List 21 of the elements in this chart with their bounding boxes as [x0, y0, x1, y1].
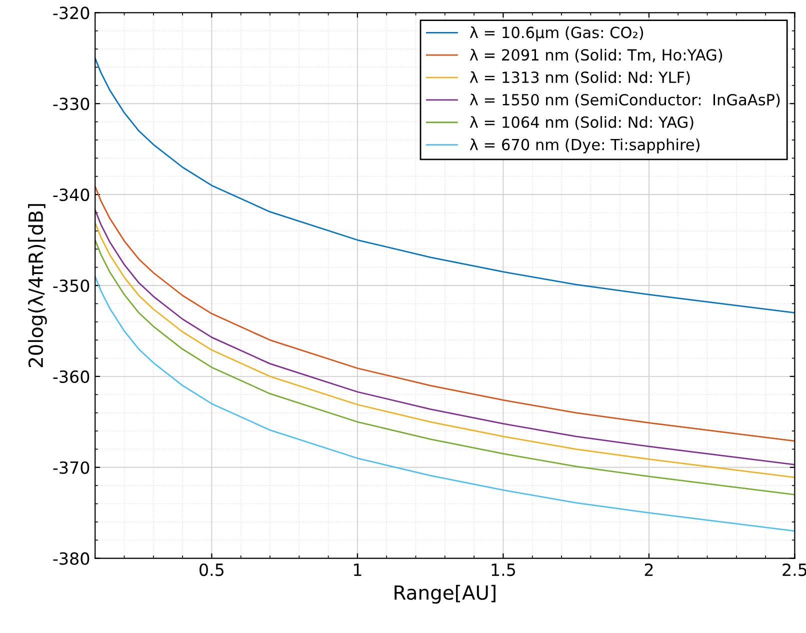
legend-label: λ = 1064 nm (Solid: Nd: YAG)	[470, 116, 694, 130]
y-tick-label: -320	[53, 6, 90, 20]
y-axis-title: 20log(λ/4πR)[dB]	[28, 204, 47, 368]
y-tick-label: -380	[53, 552, 90, 565]
line-series	[95, 276, 795, 532]
x-tick-label: 1.5	[492, 564, 516, 576]
y-tick-label: -370	[53, 461, 90, 474]
y-tick-label: -350	[53, 279, 90, 292]
legend-label: λ = 670 nm (Dye: Ti:sapphire)	[470, 138, 700, 154]
legend-label: λ = 1550 nm (SemiConductor: InGaAsP)	[470, 94, 780, 108]
legend-label: λ = 10.6μm (Gas: CO₂)	[470, 26, 644, 42]
line-series	[95, 186, 795, 442]
legend-label: λ = 2091 nm (Solid: Tm, Ho:YAG)	[470, 48, 722, 62]
y-tick-label: -340	[53, 188, 90, 202]
y-tick-label: -360	[53, 370, 90, 383]
y-tick-label: -330	[53, 98, 90, 110]
x-axis-title: Range[AU]	[394, 584, 496, 604]
x-tick-label: 2	[644, 563, 653, 576]
x-tick-label: 0.5	[200, 563, 224, 576]
x-tick-label: 1	[354, 564, 362, 576]
legend-label: λ = 1313 nm (Solid: Nd: YLF)	[470, 71, 690, 85]
